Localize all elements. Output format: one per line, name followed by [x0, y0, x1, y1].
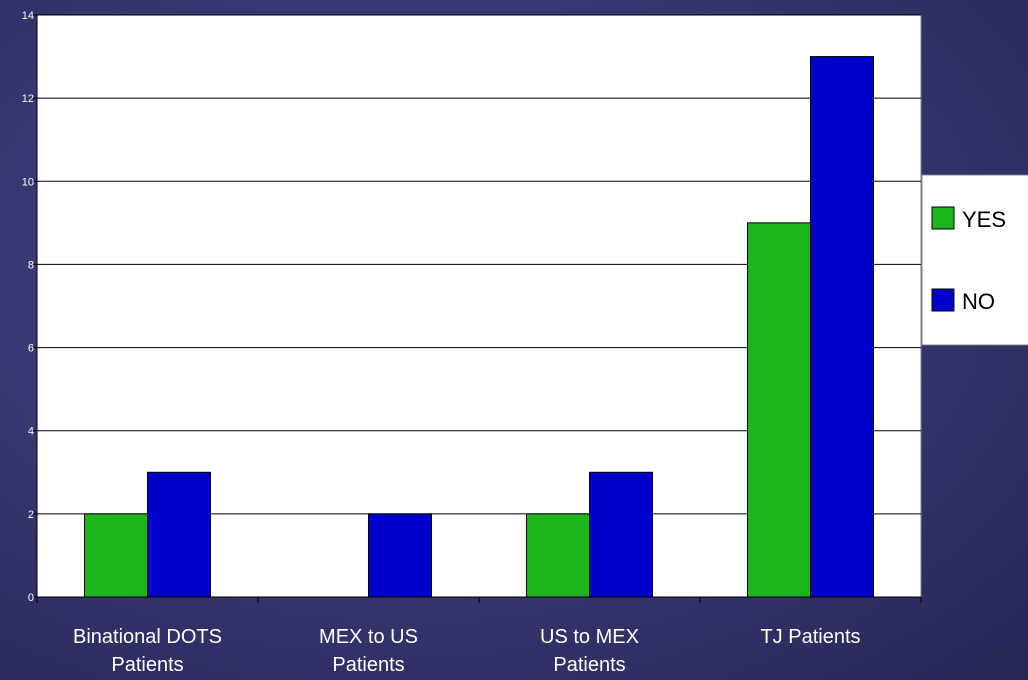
legend-label-no: NO [962, 289, 995, 314]
y-tick-label: 4 [28, 426, 34, 438]
y-tick-label: 12 [22, 93, 34, 105]
bar-no-3 [810, 56, 874, 598]
bar-yes-2 [526, 513, 590, 598]
bar-no-0 [147, 471, 211, 598]
legend-label-yes: YES [962, 207, 1006, 232]
bar-no-2 [589, 471, 653, 598]
axes: 0 2 4 6 8 10 12 14 Binational DOTS Patients MEX to… [22, 10, 922, 676]
x-category-label: TJ Patients [760, 626, 860, 648]
legend: YES NO [921, 174, 1028, 346]
bar-yes-0 [84, 513, 148, 598]
x-category-label: Patients [553, 654, 625, 676]
x-category-label: Binational DOTS [73, 626, 222, 648]
y-tick-label: 10 [22, 176, 34, 188]
y-tick-label: 8 [28, 259, 34, 271]
y-tick-label: 14 [22, 10, 34, 22]
x-category-label: MEX to US [319, 626, 418, 648]
bar-yes-3 [747, 222, 811, 598]
y-tick-label: 0 [28, 592, 34, 604]
legend-swatch-no [931, 288, 955, 312]
y-tick-label: 2 [28, 509, 34, 521]
legend-swatch-yes [931, 206, 955, 230]
x-category-label: Patients [111, 654, 183, 676]
x-category-label: Patients [332, 654, 404, 676]
legend-box [921, 174, 1028, 346]
x-category-label: US to MEX [540, 626, 639, 648]
y-tick-label: 6 [28, 343, 34, 355]
bars [84, 56, 874, 598]
bar-no-1 [368, 513, 432, 598]
